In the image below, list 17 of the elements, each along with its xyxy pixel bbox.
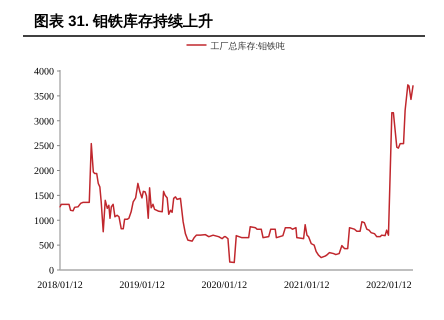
y-tick-label: 3000 bbox=[34, 116, 54, 128]
y-tick-label: 1000 bbox=[34, 216, 54, 227]
y-tick-label: 3500 bbox=[34, 91, 54, 102]
chart-title: 图表 31. 钼铁库存持续上升 bbox=[34, 12, 214, 30]
y-tick-label: 4000 bbox=[34, 66, 54, 78]
legend-label: 工厂总库存:钼铁吨 bbox=[210, 41, 286, 51]
x-tick-label: 2022/01/12 bbox=[366, 280, 412, 291]
x-tick-label: 2020/01/12 bbox=[202, 280, 248, 291]
x-tick-label: 2019/01/12 bbox=[119, 280, 165, 291]
y-tick-label: 500 bbox=[39, 240, 54, 252]
y-tick-label: 2500 bbox=[34, 141, 54, 152]
x-tick-label: 2021/01/12 bbox=[284, 280, 330, 291]
x-tick-label: 2018/01/12 bbox=[37, 280, 83, 291]
line-series bbox=[59, 84, 414, 264]
y-tick-label: 0 bbox=[49, 266, 54, 276]
y-tick-label: 2000 bbox=[34, 166, 54, 177]
y-tick-label: 1500 bbox=[34, 190, 54, 202]
